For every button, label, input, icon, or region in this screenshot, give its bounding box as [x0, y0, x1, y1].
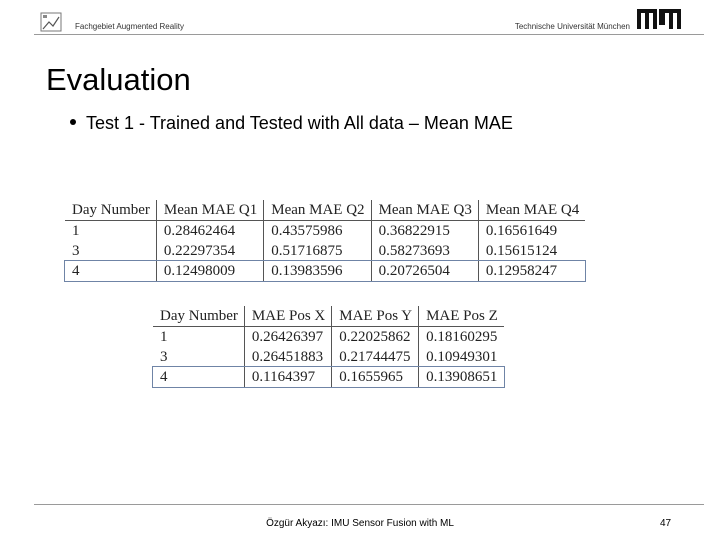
table-row: 1 0.26426397 0.22025862 0.18160295: [153, 326, 504, 347]
table-header-row: Day Number MAE Pos X MAE Pos Y MAE Pos Z: [153, 306, 504, 327]
table-row: 4 0.1164397 0.1655965 0.13908651: [153, 367, 504, 387]
table-cell: 0.12498009: [155, 261, 264, 281]
table-cell: 4: [160, 369, 168, 385]
table-cell: 0.21744475: [331, 347, 419, 367]
header-divider: [34, 34, 704, 35]
footer-author-title: Özgür Akyazı: IMU Sensor Fusion with ML: [266, 518, 454, 529]
table-row: 3 0.22297354 0.51716875 0.58273693 0.1561512…: [65, 241, 586, 261]
column-header: Mean MAE Q4: [477, 200, 586, 221]
augmented-reality-logo-icon: [40, 12, 62, 32]
table-cell: 0.15615124: [477, 241, 586, 261]
bullet-text: Test 1 - Trained and Tested with All dat…: [86, 113, 513, 133]
column-header: Mean MAE Q1: [155, 200, 264, 221]
bullet-dot-icon: [70, 119, 76, 126]
table-cell: 1: [160, 329, 168, 345]
table-cell: 1: [72, 223, 80, 239]
table-row: 4 0.12498009 0.13983596 0.20726504 0.1295824…: [65, 261, 586, 281]
table-cell: 0.12958247: [477, 261, 586, 281]
mae-position-table: Day Number MAE Pos X MAE Pos Y MAE Pos Z 1 0.…: [153, 306, 504, 387]
table-cell: 0.26426397: [243, 326, 332, 347]
table-cell: 0.26451883: [243, 347, 332, 367]
column-header: Day Number: [65, 200, 157, 221]
mean-mae-quaternion-table: Day Number Mean MAE Q1 Mean MAE Q2 Mean MAE…: [65, 200, 586, 281]
tum-logo-icon: [637, 9, 681, 29]
column-header: Day Number: [153, 306, 245, 327]
table-header-row: Day Number Mean MAE Q1 Mean MAE Q2 Mean MAE…: [65, 200, 586, 221]
table-cell: 0.22025862: [331, 326, 419, 347]
table-cell: 0.43575986: [263, 220, 372, 241]
table-cell: 0.51716875: [263, 241, 372, 261]
table-cell: 0.13983596: [263, 261, 372, 281]
column-header: MAE Pos X: [243, 306, 332, 327]
footer-divider: [34, 504, 704, 505]
table-cell: 0.16561649: [477, 220, 586, 241]
table-cell: 0.28462464: [155, 220, 264, 241]
column-header: MAE Pos Z: [418, 306, 504, 327]
table-cell: 0.1164397: [243, 367, 332, 387]
table-cell: 0.36822915: [370, 220, 479, 241]
table-cell: 3: [72, 243, 80, 259]
table-cell: 0.1655965: [331, 367, 419, 387]
page-number: 47: [660, 518, 672, 529]
table-cell: 3: [160, 349, 168, 365]
table-cell: 0.18160295: [418, 326, 504, 347]
slide-title: Evaluation: [46, 62, 191, 97]
slide-header: Fachgebiet Augmented Reality Technische …: [0, 0, 720, 36]
table-cell: 0.58273693: [370, 241, 479, 261]
bullet-point: Test 1 - Trained and Tested with All dat…: [70, 113, 513, 134]
table-cell: 0.13908651: [418, 367, 504, 387]
university-name: Technische Universität München: [514, 22, 630, 31]
column-header: Mean MAE Q3: [370, 200, 479, 221]
table-row: 3 0.26451883 0.21744475 0.10949301: [153, 347, 504, 367]
column-header: Mean MAE Q2: [263, 200, 372, 221]
table-cell: 0.22297354: [155, 241, 264, 261]
table-cell: 4: [72, 263, 80, 279]
column-header: MAE Pos Y: [331, 306, 419, 327]
table-row: 1 0.28462464 0.43575986 0.36822915 0.1656164…: [65, 220, 586, 241]
department-name: Fachgebiet Augmented Reality: [75, 22, 184, 31]
table-cell: 0.20726504: [370, 261, 479, 281]
table-cell: 0.10949301: [418, 347, 504, 367]
